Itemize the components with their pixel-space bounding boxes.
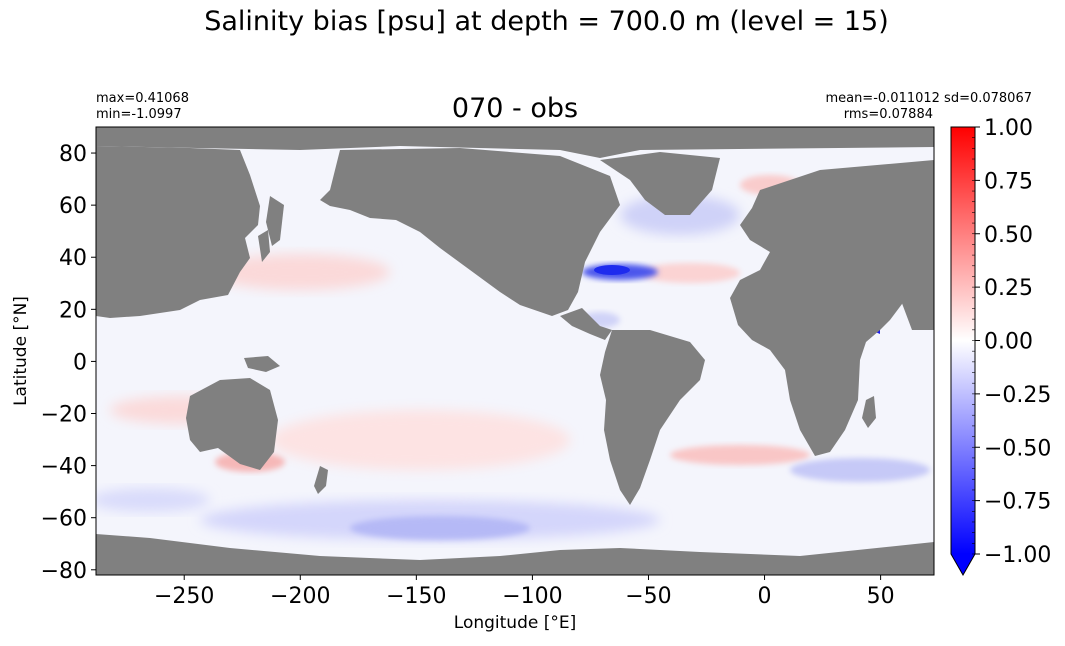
stat-mean-sd: mean=-0.011012 sd=0.078067: [825, 91, 1032, 106]
colorbar-ticks: 1.00 0.75 0.50 0.25 0.00 −0.25 −0.50 −0.75 −1.00: [975, 116, 1051, 568]
southern-indian-negative-bias: [96, 488, 210, 512]
land-australia: [186, 378, 278, 470]
colorbar-frame: [950, 126, 976, 577]
x-tick-label: 50: [867, 584, 895, 609]
x-axis-label: Longitude [°E]: [453, 613, 577, 633]
south-atlantic-positive-bias: [670, 445, 810, 465]
x-tick-label: −50: [625, 584, 671, 609]
land-new-guinea: [244, 356, 280, 372]
y-tick-label: −80: [41, 559, 87, 584]
y-tick-label: −40: [41, 455, 87, 480]
colorbar-tick-label: −1.00: [984, 543, 1051, 568]
stat-rms: rms=0.07884: [843, 107, 933, 122]
southern-ocean-strong-negative-bias: [350, 516, 530, 540]
colorbar-tick-label: 1.00: [984, 116, 1033, 141]
land-north-america: [320, 148, 620, 316]
land-arabia: [900, 296, 934, 330]
land-arctic: [96, 127, 934, 158]
north-pacific-positive-bias: [210, 254, 390, 290]
colorbar-tick-label: 0.50: [984, 223, 1033, 248]
x-axis-ticks: −250 −200 −150 −100 −50 0 50: [154, 575, 895, 609]
y-tick-label: −60: [41, 507, 87, 532]
y-tick-label: −20: [41, 403, 87, 428]
map-plot-area: [96, 127, 934, 575]
y-tick-label: 60: [59, 194, 87, 219]
colorbar-tick-label: 0.75: [984, 169, 1033, 194]
x-tick-label: −100: [502, 584, 562, 609]
land-new-zealand: [314, 466, 328, 494]
south-pacific-positive-bias: [270, 410, 570, 470]
figure-title: Salinity bias [psu] at depth = 700.0 m (…: [204, 6, 889, 37]
y-tick-label: 0: [73, 350, 87, 375]
x-tick-label: 0: [758, 584, 772, 609]
x-tick-label: −200: [270, 584, 330, 609]
colorbar: [951, 127, 975, 554]
colorbar-extend-min: [951, 554, 975, 575]
land-antarctica: [96, 534, 934, 575]
colorbar-tick-label: 0.25: [984, 276, 1033, 301]
chart-title: 070 - obs: [451, 93, 579, 124]
southern-atlantic-negative-bias: [790, 458, 930, 482]
x-tick-label: −150: [386, 584, 446, 609]
y-tick-label: 20: [59, 298, 87, 323]
stat-max: max=0.41068: [96, 91, 189, 106]
x-tick-label: −250: [154, 584, 214, 609]
colorbar-tick-label: −0.75: [984, 490, 1051, 515]
gulf-stream-core: [594, 265, 630, 275]
land-kamchatka: [266, 196, 284, 246]
bias-anomalies: [96, 175, 930, 540]
stat-min: min=-1.0997: [96, 107, 182, 122]
colorbar-tick-label: −0.25: [984, 383, 1051, 408]
y-tick-label: 80: [59, 142, 87, 167]
y-tick-label: 40: [59, 246, 87, 271]
colorbar-tick-label: −0.50: [984, 436, 1051, 461]
y-axis-label: Latitude [°N]: [11, 296, 31, 406]
land-south-america: [600, 330, 705, 505]
land-central-america: [560, 308, 612, 340]
land-europe-africa: [730, 160, 934, 456]
plot-frame: [95, 126, 935, 576]
land-mask: [96, 127, 934, 575]
land-asia: [96, 146, 260, 318]
colorbar-tick-label: 0.00: [984, 330, 1033, 355]
north-atlantic-positive-bias: [640, 263, 740, 283]
land-madagascar: [862, 396, 876, 428]
y-axis-ticks: −80 −60 −40 −20 0 20 40 60 80: [41, 142, 96, 584]
land-japan: [258, 230, 270, 262]
land-greenland: [600, 152, 720, 215]
